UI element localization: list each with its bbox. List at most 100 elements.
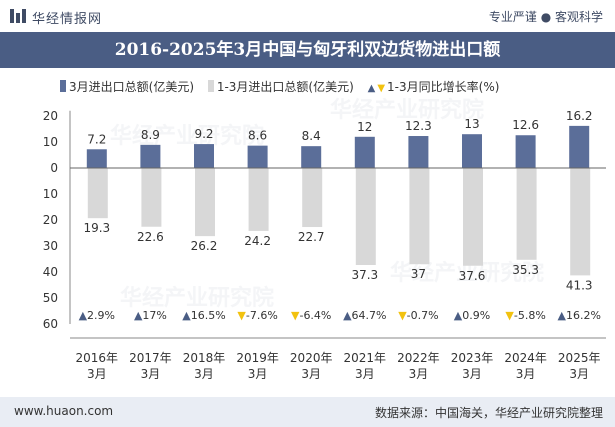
y-tick-label: 10 — [43, 187, 58, 201]
growth-label: ▲17% — [134, 309, 167, 322]
down-triangle-icon: ▼ — [291, 309, 300, 322]
data-label-march: 8.6 — [248, 129, 267, 143]
x-tick-label: 3月 — [194, 367, 214, 381]
data-label-cumulative: 26.2 — [191, 239, 218, 253]
up-triangle-icon: ▲ — [557, 309, 566, 322]
bar-cumulative — [516, 168, 537, 260]
bar-march — [301, 146, 322, 168]
growth-value: -0.7% — [407, 309, 439, 322]
x-tick-label: 2021年 — [344, 351, 387, 365]
data-label-cumulative: 22.6 — [137, 230, 164, 244]
x-tick-label: 3月 — [141, 367, 161, 381]
growth-value: 17% — [142, 309, 166, 322]
growth-value: 2.9% — [87, 309, 115, 322]
growth-label: ▼-7.6% — [237, 309, 277, 322]
bar-cumulative — [409, 168, 430, 265]
x-tick-label: 2025年 — [558, 351, 601, 365]
data-label-cumulative: 19.3 — [83, 221, 110, 235]
data-label-cumulative: 37.3 — [351, 268, 378, 282]
data-label-march: 8.4 — [302, 129, 321, 143]
bar-march — [515, 135, 536, 168]
watermark-1: 华经产业研究院 — [330, 92, 484, 124]
x-tick-label: 2024年 — [504, 351, 547, 365]
growth-value: -6.4% — [299, 309, 331, 322]
down-triangle-icon: ▼ — [377, 83, 386, 94]
watermark-text: 华经产业研究院 — [110, 124, 265, 149]
x-tick-label: 2017年 — [129, 351, 172, 365]
growth-value: 64.7% — [352, 309, 387, 322]
data-label-cumulative: 41.3 — [566, 278, 593, 292]
top-bar: 华经情报网 专业严谨 ● 客观科学 — [0, 0, 615, 32]
logo-icon — [10, 9, 26, 23]
watermark-text: 华经产业研究院 — [120, 286, 275, 311]
x-tick-label: 2016年 — [76, 351, 119, 365]
growth-label: ▼-6.4% — [291, 309, 331, 322]
data-label-cumulative: 37.6 — [459, 269, 486, 283]
growth-value: 0.9% — [462, 309, 490, 322]
data-label-cumulative: 22.7 — [298, 230, 325, 244]
brand-name: 华经情报网 — [32, 12, 103, 27]
data-label-cumulative: 37 — [411, 267, 426, 281]
x-tick-label: 2022年 — [397, 351, 440, 365]
growth-value: 16.2% — [566, 309, 601, 322]
data-label-march: 16.2 — [566, 109, 593, 123]
data-label-march: 12.3 — [405, 119, 432, 133]
bar-march — [569, 125, 590, 168]
legend-swatch-march — [60, 80, 66, 92]
footer: www.huaon.com 数据来源：中国海关，华经产业研究院整理 — [0, 397, 615, 427]
down-triangle-icon: ▼ — [398, 309, 407, 322]
x-tick-label: 3月 — [355, 367, 375, 381]
y-tick-label: 0 — [50, 161, 58, 175]
bar-march — [86, 149, 107, 168]
footer-source: 数据来源：中国海关，华经产业研究院整理 — [374, 406, 603, 420]
growth-label: ▲2.9% — [79, 309, 115, 322]
y-tick-label: 60 — [43, 317, 58, 331]
bar-cumulative — [463, 168, 483, 266]
bar-cumulative — [248, 168, 269, 231]
x-tick-label: 2018年 — [183, 351, 226, 365]
y-tick-label: 20 — [43, 109, 58, 123]
data-label-cumulative: 35.3 — [512, 263, 539, 277]
bar-march — [140, 144, 161, 168]
data-label-march: 8.9 — [141, 128, 160, 142]
up-triangle-icon: ▲ — [367, 83, 376, 94]
up-triangle-icon: ▲ — [182, 309, 191, 322]
y-tick-label: 40 — [43, 265, 58, 279]
x-tick-label: 2023年 — [451, 351, 494, 365]
bar-march — [354, 136, 375, 168]
data-label-march: 12.6 — [512, 118, 539, 132]
data-label-cumulative: 24.2 — [244, 234, 271, 248]
legend-label-cumulative: 1-3月进出口总额(亿美元) — [216, 80, 354, 94]
y-tick-label: 20 — [43, 213, 58, 227]
bar-cumulative — [570, 168, 591, 276]
watermark-2: 华经产业研究院 — [110, 118, 264, 150]
growth-label: ▼-0.7% — [398, 309, 438, 322]
growth-value: 16.5% — [191, 309, 226, 322]
y-tick-label: 10 — [43, 135, 58, 149]
data-label-march: 7.2 — [87, 132, 106, 146]
slogan: 专业严谨 ● 客观科学 — [488, 10, 603, 24]
chart-canvas: 201001020304050607.219.3▲2.9%2016年3月8.92… — [43, 109, 606, 381]
legend: 3月进出口总额(亿美元) 1-3月进出口总额(亿美元) ▲ ▼ 1-3月同比增长率(… — [60, 78, 509, 95]
x-tick-label: 2020年 — [290, 351, 333, 365]
up-triangle-icon: ▲ — [454, 309, 463, 322]
y-tick-label: 30 — [43, 239, 58, 253]
growth-label: ▲64.7% — [343, 309, 386, 322]
up-triangle-icon: ▲ — [343, 309, 352, 322]
watermark-text: 华经产业研究院 — [330, 98, 485, 123]
growth-label: ▼-5.8% — [505, 309, 545, 322]
x-tick-label: 2019年 — [236, 351, 279, 365]
bar-cumulative — [302, 168, 323, 228]
bar-cumulative — [141, 168, 162, 227]
growth-label: ▲16.5% — [182, 309, 225, 322]
data-label-march: 9.2 — [194, 127, 213, 141]
bar-cumulative — [195, 168, 215, 237]
x-tick-label: 3月 — [301, 367, 321, 381]
bar-cumulative — [87, 168, 108, 219]
legend-item-march: 3月进出口总额(亿美元) — [60, 78, 194, 95]
footer-url[interactable]: www.huaon.com — [14, 404, 114, 418]
watermark-3: 华经产业研究院 — [120, 280, 274, 312]
growth-label: ▲0.9% — [454, 309, 490, 322]
bar-march — [462, 134, 482, 168]
x-tick-label: 3月 — [569, 367, 589, 381]
